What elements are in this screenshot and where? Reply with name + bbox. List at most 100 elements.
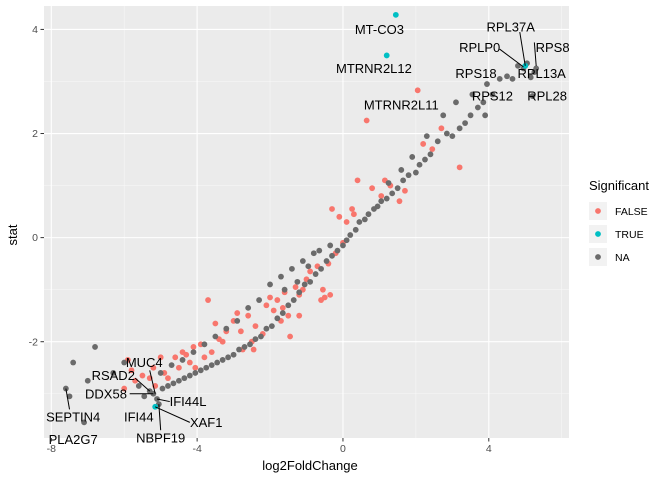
point-na — [443, 130, 450, 137]
x-tick-label: -8 — [47, 443, 56, 455]
point-na — [170, 380, 177, 387]
point-na — [453, 99, 459, 106]
point-true — [383, 52, 390, 59]
point-na — [504, 73, 510, 80]
grid-minor — [44, 6, 569, 438]
point-false — [192, 364, 199, 371]
x-tick-label: 0 — [340, 443, 346, 455]
point-false — [267, 294, 273, 301]
point-false — [285, 312, 292, 319]
gene-label: RSAD2 — [92, 368, 135, 383]
point-na — [416, 161, 423, 168]
point-na — [467, 112, 474, 119]
point-false — [307, 268, 314, 275]
point-na — [378, 198, 385, 205]
point-false — [363, 117, 370, 124]
point-false — [438, 125, 445, 132]
point-false — [186, 359, 193, 366]
point-false — [250, 346, 257, 353]
point-na — [81, 419, 88, 426]
point-na — [456, 125, 463, 132]
annotation-leader-line — [533, 42, 537, 66]
point-false — [456, 164, 463, 171]
point-na — [371, 206, 377, 212]
point-true — [392, 11, 399, 18]
legend-title: Significant — [589, 178, 649, 193]
gene-label: RPS18 — [455, 66, 496, 81]
x-axis-title: log2FoldChange — [262, 458, 357, 473]
point-na — [281, 286, 288, 293]
gene-label: RPS8 — [536, 40, 570, 55]
point-na — [263, 325, 270, 332]
point-false — [429, 146, 436, 153]
point-false — [179, 349, 186, 356]
point-false — [402, 187, 408, 194]
point-na — [329, 252, 335, 259]
point-na — [361, 216, 368, 223]
legend-label: FALSE — [615, 206, 648, 218]
point-na — [159, 385, 166, 392]
point-false — [270, 307, 277, 314]
point-na — [356, 219, 363, 225]
point-na — [398, 167, 405, 173]
point-false — [201, 354, 208, 361]
data-points — [62, 11, 540, 426]
point-na — [141, 393, 148, 400]
gene-label: MTRNR2L11 — [364, 97, 439, 112]
point-na — [343, 237, 350, 244]
point-false — [354, 177, 361, 184]
point-na — [449, 133, 456, 140]
gene-label: RPL28 — [527, 89, 567, 104]
point-na — [267, 281, 273, 288]
point-na — [347, 232, 354, 238]
gene-label: NBPF19 — [136, 431, 185, 446]
point-false — [237, 328, 244, 335]
point-false — [245, 312, 252, 319]
point-na — [301, 281, 308, 288]
point-false — [274, 297, 281, 303]
point-na — [186, 372, 193, 379]
point-na — [84, 377, 91, 384]
point-na — [434, 138, 441, 145]
x-tick-label: 4 — [486, 443, 492, 455]
point-false — [320, 286, 326, 293]
legend-key-point — [595, 231, 601, 237]
point-false — [212, 320, 219, 327]
point-na — [365, 211, 372, 218]
point-false — [252, 323, 259, 329]
point-na — [175, 377, 182, 384]
point-na — [400, 177, 407, 184]
point-na — [268, 323, 275, 329]
legend-key-point — [595, 208, 601, 214]
point-false — [327, 291, 334, 298]
gene-label: SEPTIN4 — [46, 410, 100, 425]
point-na — [256, 297, 263, 303]
point-na — [290, 297, 297, 303]
point-na — [327, 242, 334, 249]
y-tick-label: -2 — [29, 336, 38, 348]
point-na — [274, 315, 281, 322]
point-na — [219, 357, 226, 363]
point-false — [172, 354, 179, 361]
point-na — [440, 112, 447, 119]
annotation-leader-line — [519, 31, 526, 66]
gene-label: RPS12 — [472, 89, 513, 104]
legend: Significant FALSE TRUE NA — [589, 178, 649, 266]
x-axis-ticks: -8 -4 0 4 — [47, 438, 492, 455]
point-na — [318, 265, 324, 272]
point-false — [234, 310, 241, 316]
point-na — [305, 263, 312, 270]
point-false — [329, 206, 335, 212]
point-false — [208, 349, 215, 356]
point-na — [394, 185, 401, 192]
point-na — [241, 344, 248, 350]
point-na — [179, 357, 186, 363]
point-na — [310, 250, 317, 257]
point-na — [299, 258, 306, 264]
point-false — [296, 312, 303, 319]
point-na — [533, 65, 540, 72]
gene-label: XAF1 — [190, 415, 223, 430]
point-na — [316, 247, 323, 254]
point-false — [343, 219, 350, 225]
